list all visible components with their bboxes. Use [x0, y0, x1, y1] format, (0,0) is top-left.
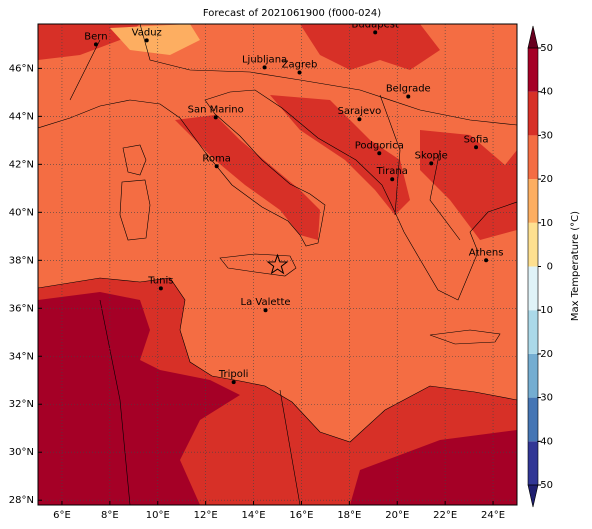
city-label: La Valette: [241, 297, 291, 308]
colorbar-band: [528, 179, 538, 223]
colorbar-tick-label: 0: [547, 262, 553, 273]
x-tick-label: 18°E: [337, 510, 361, 521]
map-title: Forecast of 2021061900 (f000-024): [203, 8, 381, 19]
land-patch: [350, 430, 517, 505]
city-label: Tunis: [147, 275, 173, 286]
city-label: Skopje: [415, 150, 448, 161]
colorbar-band: [528, 91, 538, 136]
y-tick-label: 40°N: [9, 207, 34, 218]
x-tick-label: 14°E: [242, 510, 266, 521]
colorbar-tick-label: -30: [537, 393, 553, 404]
city-label: Roma: [202, 153, 231, 164]
sea: [38, 89, 517, 443]
x-tick-label: 8°E: [101, 510, 119, 521]
city-label: Ljubljana: [242, 54, 287, 65]
colorbar-tick-label: 40: [540, 87, 553, 98]
border: [139, 24, 517, 126]
city-label: Sarajevo: [338, 106, 382, 117]
city-dot: [357, 117, 362, 122]
colorbar-label: Max Temperature (°C): [570, 211, 581, 321]
x-tick-label: 24°E: [481, 510, 505, 521]
colorbar-band: [528, 48, 538, 92]
colorbar-over: [527, 25, 539, 49]
city-label: Budapest: [352, 19, 399, 30]
land-patch: [38, 292, 240, 505]
city-dot: [377, 151, 382, 156]
colorbar-tick-label: 20: [540, 174, 553, 185]
land-patch: [38, 24, 140, 60]
y-tick-label: 36°N: [9, 303, 34, 314]
city-dot: [158, 286, 163, 291]
city-label: Sofia: [464, 134, 489, 145]
island: [429, 329, 501, 345]
colorbar-tick-label: -50: [537, 480, 553, 491]
land-patch: [420, 130, 517, 240]
city-label: Zagreb: [282, 59, 318, 70]
island: [122, 144, 147, 176]
city-dot: [263, 308, 268, 313]
x-tick-label: 22°E: [433, 510, 457, 521]
city-dot: [262, 65, 267, 70]
colorbar-band: [528, 135, 538, 180]
city-dot: [231, 380, 236, 385]
x-tick-label: 20°E: [385, 510, 409, 521]
city-dot: [144, 38, 149, 43]
city-label: Podgorica: [355, 140, 404, 151]
city-label: Belgrade: [386, 83, 431, 94]
island: [119, 179, 151, 241]
y-tick-label: 28°N: [9, 495, 34, 506]
city-dot: [373, 30, 378, 35]
colorbar-band: [528, 397, 538, 442]
x-tick-label: 6°E: [53, 510, 71, 521]
x-tick-label: 12°E: [194, 510, 218, 521]
land-patch: [300, 24, 440, 70]
colorbar-band: [528, 441, 538, 485]
colorbar-tick-label: 50: [540, 43, 553, 54]
y-tick-label: 30°N: [9, 447, 34, 458]
city-dot: [93, 42, 98, 47]
city-dot: [214, 164, 219, 169]
colorbar-tick-label: 10: [540, 218, 553, 229]
x-tick-label: 10°E: [146, 510, 170, 521]
city-dot: [390, 177, 395, 182]
colorbar-band: [528, 310, 538, 354]
land-patch: [110, 24, 200, 55]
colorbar-tick-label: -40: [537, 436, 553, 447]
y-tick-label: 42°N: [9, 159, 34, 170]
y-tick-label: 46°N: [9, 63, 34, 74]
land-patch: [270, 95, 410, 215]
city-label: Athens: [469, 247, 504, 258]
city-label: Tirana: [376, 166, 408, 177]
colorbar-band: [528, 222, 538, 267]
city-dot: [429, 161, 434, 166]
colorbar-tick-label: -10: [537, 305, 553, 316]
city-label: Vaduz: [132, 27, 162, 38]
city-dot: [474, 145, 479, 150]
land-patch: [175, 115, 320, 240]
city-label: Tripoli: [218, 369, 249, 380]
x-tick-label: 16°E: [289, 510, 313, 521]
y-tick-label: 34°N: [9, 351, 34, 362]
island: [219, 253, 297, 277]
marker-star: [266, 253, 289, 275]
city-dot: [297, 70, 302, 75]
y-tick-label: 44°N: [9, 111, 34, 122]
city-label: San Marino: [188, 104, 244, 115]
map-frame: [37, 23, 518, 506]
y-tick-label: 32°N: [9, 399, 34, 410]
colorbar-band: [528, 266, 538, 311]
y-tick-label: 38°N: [9, 255, 34, 266]
city-dot: [406, 94, 411, 99]
city-dot: [484, 258, 489, 263]
colorbar-band: [528, 353, 538, 398]
colorbar-tick-label: -20: [537, 349, 553, 360]
border: [69, 39, 461, 505]
colorbar-tick-label: 30: [540, 130, 553, 141]
city-label: Bern: [84, 31, 107, 42]
city-dot: [213, 115, 218, 120]
